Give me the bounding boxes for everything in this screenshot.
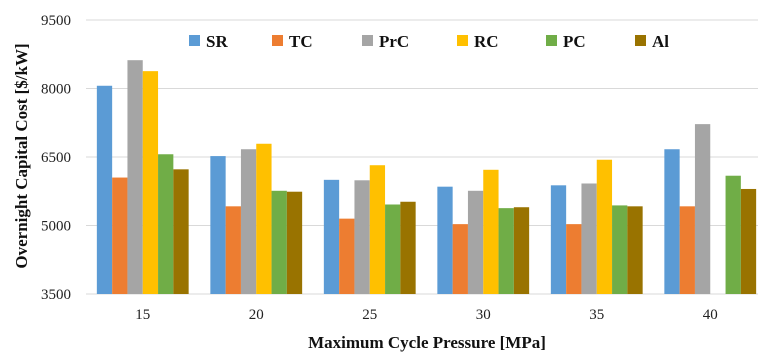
bar-rc-35	[596, 159, 613, 294]
y-tick-label: 9500	[41, 13, 71, 29]
x-axis-title: Maximum Cycle Pressure [MPa]	[308, 333, 546, 352]
x-tick-label: 35	[589, 307, 604, 323]
bar-tc-25	[339, 218, 355, 294]
bar-tc-40	[679, 206, 695, 294]
legend-swatch-pc	[546, 35, 557, 46]
bars	[96, 60, 757, 295]
y-tick-label: 5000	[41, 219, 71, 235]
legend-swatch-prc	[362, 35, 373, 46]
legend-swatch-tc	[272, 35, 283, 46]
bar-pc-25	[385, 204, 401, 294]
legend: SR TC PrC RC PC Al	[189, 32, 669, 51]
bar-prc-25	[354, 180, 370, 294]
bar-tc-15	[112, 177, 128, 294]
bar-sr-35	[550, 185, 567, 294]
legend-swatch-al	[635, 35, 646, 46]
bar-sr-15	[96, 85, 113, 294]
bar-rc-15	[142, 71, 159, 294]
bar-tc-35	[566, 224, 582, 294]
bar-rc-25	[369, 165, 386, 294]
bar-pc-30	[498, 208, 514, 294]
bar-sr-20	[210, 156, 226, 294]
legend-label-tc: TC	[289, 32, 313, 51]
legend-label-sr: SR	[206, 32, 228, 51]
bar-al-30	[513, 207, 530, 294]
y-axis-title: Overnight Capital Cost [$/kW]	[12, 43, 31, 268]
bar-prc-15	[127, 60, 143, 294]
legend-label-prc: PrC	[379, 32, 409, 51]
legend-swatch-rc	[457, 35, 468, 46]
x-tick-label: 25	[362, 307, 377, 323]
bar-tc-30	[452, 224, 468, 294]
bar-al-15	[173, 169, 189, 294]
bar-pc-20	[271, 190, 287, 294]
bar-sr-30	[437, 186, 453, 294]
x-tick-labels: 15 20 25 30 35 40	[135, 307, 718, 323]
bar-rc-30	[483, 169, 499, 294]
y-tick-label: 6500	[41, 150, 71, 166]
bar-pc-15	[158, 154, 174, 294]
bar-prc-20	[240, 149, 257, 294]
legend-label-al: Al	[652, 32, 669, 51]
x-tick-label: 40	[703, 307, 718, 323]
y-tick-label: 8000	[41, 82, 71, 98]
bar-al-20	[286, 191, 303, 294]
y-tick-label: 3500	[41, 287, 71, 303]
bar-rc-20	[256, 143, 272, 294]
x-tick-label: 15	[135, 307, 150, 323]
x-tick-label: 20	[249, 307, 264, 323]
legend-label-rc: RC	[474, 32, 499, 51]
bar-prc-35	[581, 183, 597, 294]
bar-al-25	[400, 201, 416, 294]
x-tick-label: 30	[476, 307, 491, 323]
bar-al-40	[740, 188, 757, 294]
bar-pc-35	[612, 205, 628, 294]
bar-pc-40	[725, 175, 741, 294]
gridlines	[86, 19, 758, 295]
bar-sr-25	[323, 179, 340, 294]
bar-tc-20	[225, 206, 241, 294]
bar-al-35	[627, 206, 643, 294]
legend-swatch-sr	[189, 35, 200, 46]
bar-prc-40	[694, 124, 711, 295]
legend-label-pc: PC	[563, 32, 586, 51]
bar-prc-30	[467, 190, 484, 294]
bar-sr-40	[664, 149, 680, 294]
y-tick-labels: 3500 5000 6500 8000 9500	[41, 13, 71, 303]
